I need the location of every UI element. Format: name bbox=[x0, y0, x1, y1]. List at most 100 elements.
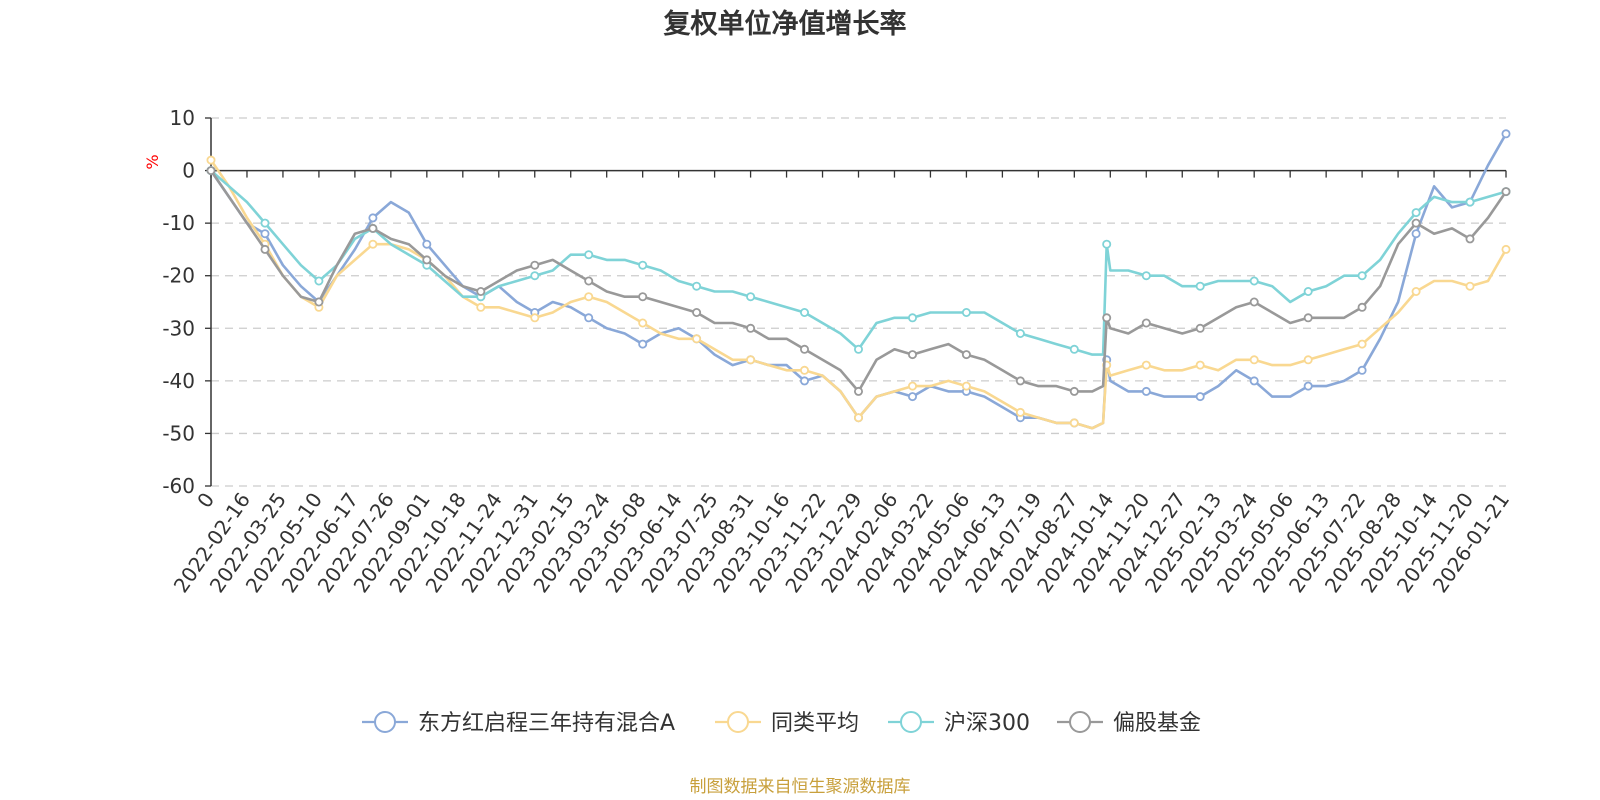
data-point[interactable] bbox=[692, 307, 702, 317]
data-point[interactable] bbox=[1249, 355, 1259, 365]
data-point[interactable] bbox=[1411, 208, 1421, 218]
data-point[interactable] bbox=[1357, 365, 1367, 375]
data-point[interactable] bbox=[1141, 360, 1151, 370]
data-point[interactable] bbox=[1195, 323, 1205, 333]
data-point[interactable] bbox=[1465, 234, 1475, 244]
data-point[interactable] bbox=[854, 386, 864, 396]
data-point[interactable] bbox=[1069, 418, 1079, 428]
y-tick-label: -30 bbox=[162, 316, 195, 340]
y-axis-label: % bbox=[143, 154, 162, 169]
data-point[interactable] bbox=[908, 350, 918, 360]
data-point[interactable] bbox=[746, 292, 756, 302]
series-line[interactable] bbox=[209, 169, 1508, 393]
legend-item[interactable]: 同类平均 bbox=[715, 711, 859, 736]
data-point[interactable] bbox=[584, 313, 594, 323]
data-point[interactable] bbox=[368, 239, 378, 249]
legend-item[interactable]: 东方红启程三年持有混合A bbox=[362, 711, 675, 736]
data-point[interactable] bbox=[1411, 218, 1421, 228]
data-point[interactable] bbox=[476, 286, 486, 296]
data-point[interactable] bbox=[1357, 271, 1367, 281]
data-point[interactable] bbox=[800, 344, 810, 354]
data-point[interactable] bbox=[1102, 313, 1112, 323]
data-point[interactable] bbox=[584, 250, 594, 260]
data-point[interactable] bbox=[206, 166, 216, 176]
data-point[interactable] bbox=[1303, 286, 1313, 296]
data-point[interactable] bbox=[1141, 386, 1151, 396]
data-point[interactable] bbox=[800, 365, 810, 375]
data-point[interactable] bbox=[692, 281, 702, 291]
legend-item[interactable]: 偏股基金 bbox=[1057, 711, 1201, 736]
data-point[interactable] bbox=[1303, 355, 1313, 365]
data-point[interactable] bbox=[1141, 318, 1151, 328]
data-point[interactable] bbox=[1303, 313, 1313, 323]
data-point[interactable] bbox=[1141, 271, 1151, 281]
legend-item[interactable]: 沪深300 bbox=[888, 711, 1030, 736]
data-point[interactable] bbox=[908, 381, 918, 391]
data-point[interactable] bbox=[1195, 281, 1205, 291]
y-tick-label: 0 bbox=[182, 159, 195, 183]
data-point[interactable] bbox=[1411, 229, 1421, 239]
data-point[interactable] bbox=[260, 218, 270, 228]
data-point[interactable] bbox=[800, 307, 810, 317]
data-point[interactable] bbox=[584, 276, 594, 286]
data-point[interactable] bbox=[908, 392, 918, 402]
data-point[interactable] bbox=[1249, 297, 1259, 307]
data-point[interactable] bbox=[260, 244, 270, 254]
data-point[interactable] bbox=[854, 413, 864, 423]
data-point[interactable] bbox=[260, 229, 270, 239]
data-point[interactable] bbox=[746, 323, 756, 333]
data-point[interactable] bbox=[638, 260, 648, 270]
legend-swatch-marker bbox=[727, 711, 749, 733]
data-point[interactable] bbox=[961, 307, 971, 317]
data-point[interactable] bbox=[638, 292, 648, 302]
data-point[interactable] bbox=[638, 318, 648, 328]
data-point[interactable] bbox=[1249, 276, 1259, 286]
data-point[interactable] bbox=[206, 155, 216, 165]
data-point[interactable] bbox=[422, 255, 432, 265]
data-point[interactable] bbox=[1501, 244, 1511, 254]
data-point[interactable] bbox=[368, 223, 378, 233]
data-point[interactable] bbox=[1015, 376, 1025, 386]
data-point[interactable] bbox=[961, 381, 971, 391]
y-tick-label: -50 bbox=[162, 421, 195, 445]
data-point[interactable] bbox=[1195, 392, 1205, 402]
y-ticks: 10 0 -10 -20 -30 -40 -50 -60 bbox=[162, 106, 212, 498]
data-point[interactable] bbox=[1465, 197, 1475, 207]
data-point[interactable] bbox=[638, 339, 648, 349]
data-point[interactable] bbox=[314, 297, 324, 307]
data-point[interactable] bbox=[1357, 339, 1367, 349]
series-group bbox=[206, 166, 1511, 396]
data-point[interactable] bbox=[1501, 187, 1511, 197]
data-point[interactable] bbox=[908, 313, 918, 323]
data-point[interactable] bbox=[1357, 302, 1367, 312]
data-point[interactable] bbox=[1249, 376, 1259, 386]
legend-swatch-marker bbox=[374, 711, 396, 733]
data-point[interactable] bbox=[476, 302, 486, 312]
data-point[interactable] bbox=[1501, 129, 1511, 139]
data-point[interactable] bbox=[314, 276, 324, 286]
data-point[interactable] bbox=[1069, 344, 1079, 354]
data-point[interactable] bbox=[1015, 328, 1025, 338]
data-point[interactable] bbox=[854, 344, 864, 354]
data-point[interactable] bbox=[1102, 239, 1112, 249]
series-line[interactable] bbox=[210, 169, 1507, 356]
data-point[interactable] bbox=[368, 213, 378, 223]
data-point[interactable] bbox=[692, 334, 702, 344]
data-point[interactable] bbox=[1195, 360, 1205, 370]
data-point[interactable] bbox=[1465, 281, 1475, 291]
data-point[interactable] bbox=[1015, 407, 1025, 417]
data-point[interactable] bbox=[1069, 386, 1079, 396]
series-lines bbox=[206, 129, 1511, 430]
data-point[interactable] bbox=[584, 292, 594, 302]
legend-swatch-marker bbox=[900, 711, 922, 733]
data-point[interactable] bbox=[1411, 286, 1421, 296]
data-point[interactable] bbox=[422, 239, 432, 249]
data-point[interactable] bbox=[1303, 381, 1313, 391]
data-point[interactable] bbox=[746, 355, 756, 365]
data-point[interactable] bbox=[530, 313, 540, 323]
data-point[interactable] bbox=[961, 350, 971, 360]
data-point[interactable] bbox=[530, 260, 540, 270]
data-point[interactable] bbox=[530, 271, 540, 281]
data-point[interactable] bbox=[800, 376, 810, 386]
